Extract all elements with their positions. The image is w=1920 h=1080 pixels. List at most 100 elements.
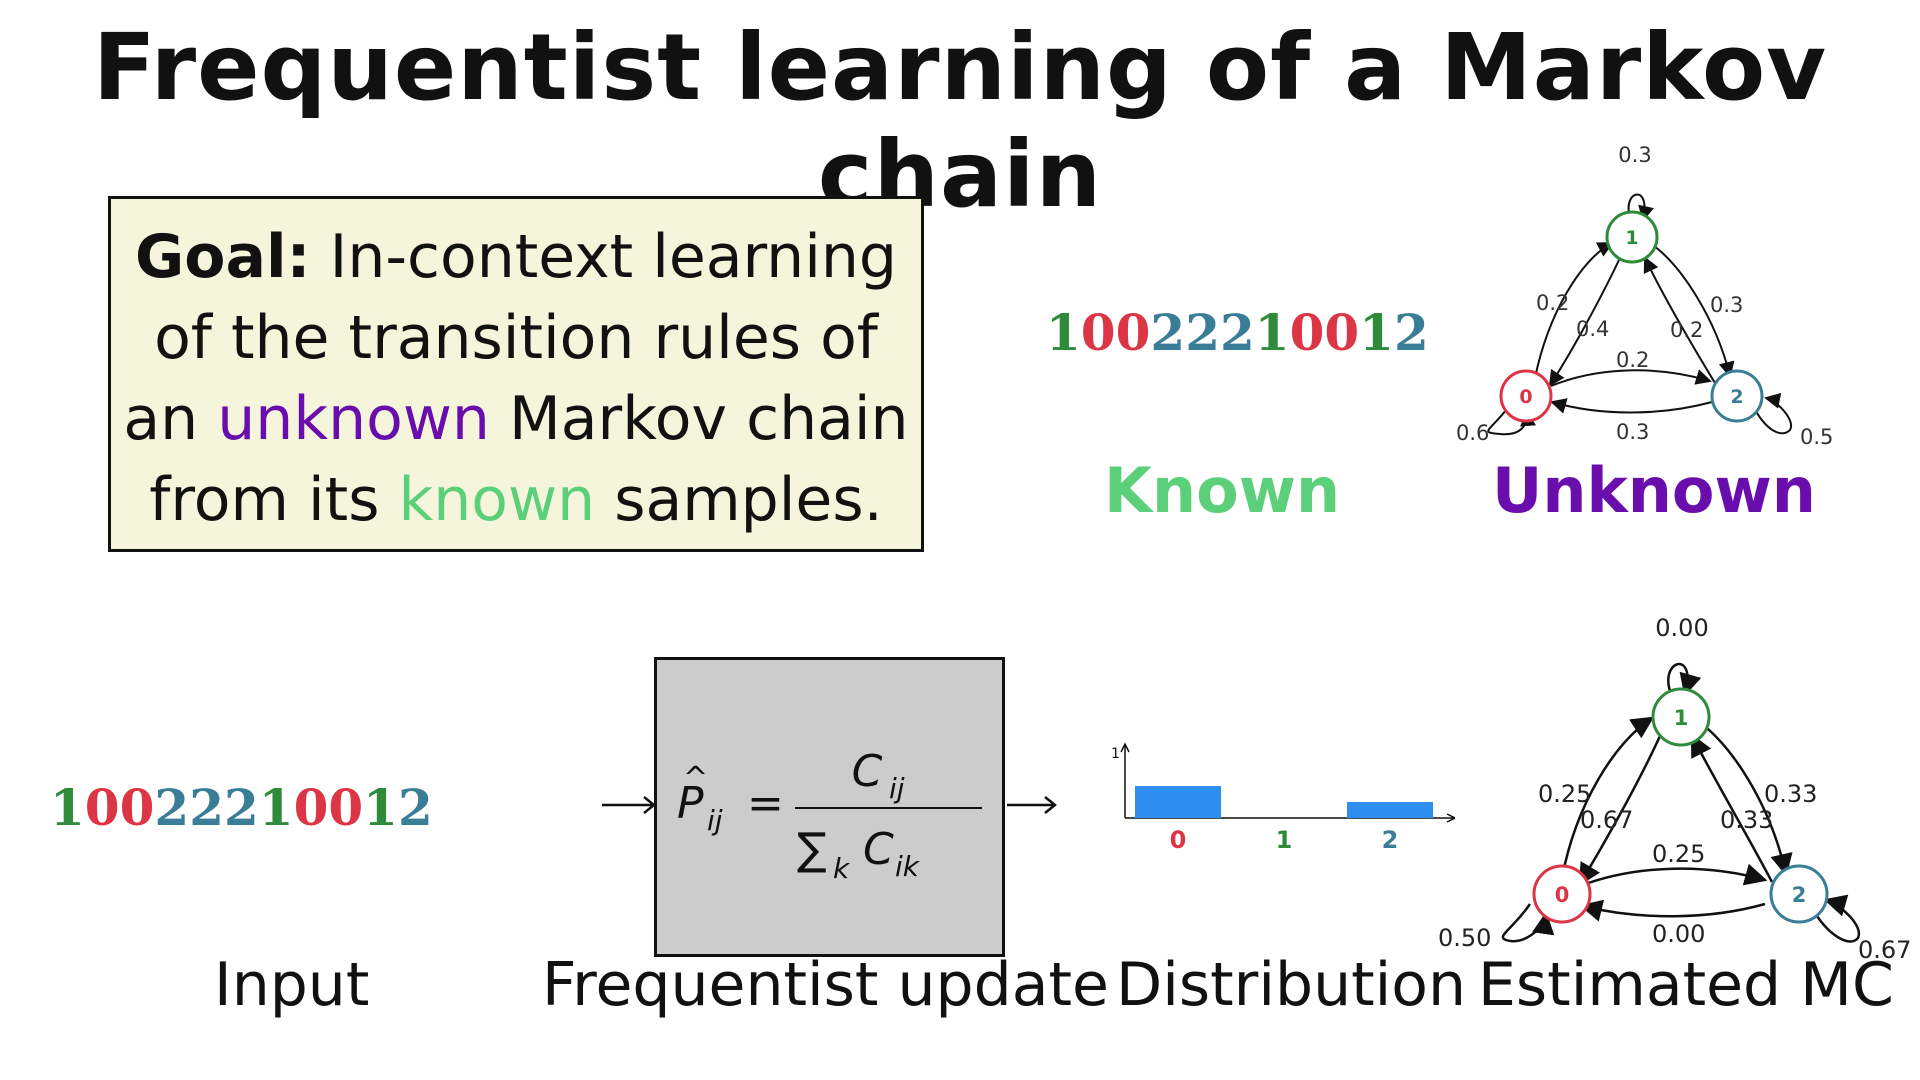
y-axis-arrow (1120, 742, 1130, 753)
edge-2-0 (1550, 398, 1713, 414)
sequence-digit: 0 (84, 778, 120, 837)
known-highlight: known (398, 465, 596, 535)
x-tick-label-1: 1 (1276, 826, 1293, 854)
edge-0-0 (1487, 404, 1536, 436)
goal-box: Goal: In-context learning of the transit… (108, 196, 924, 552)
edge-0-1 (1534, 242, 1614, 379)
est-label-2-1: 0.33 (1720, 806, 1773, 834)
label-0-0: 0.6 (1456, 421, 1489, 445)
formula-denominator: C (863, 824, 894, 875)
node-0-label: 0 (1519, 386, 1532, 408)
sequence-digit: 2 (154, 778, 190, 837)
label-2-1: 0.2 (1670, 318, 1703, 342)
goal-label: Goal: (135, 222, 311, 292)
caption-estimated-mc: Estimated MC (1478, 950, 1894, 1020)
est-edge-2-2 (1810, 894, 1861, 943)
distribution-chart: 1 0 1 2 (1111, 742, 1455, 854)
goal-line-2: of the transition rules of (154, 303, 878, 373)
est-label-2-2: 0.67 (1858, 936, 1911, 964)
sequence-digit: 0 (293, 778, 329, 837)
est-node-0 (1532, 864, 1592, 924)
y-tick-label: 1 (1111, 746, 1120, 762)
goal-line-4-suffix: samples. (595, 465, 883, 535)
update-formula: P ^ ij = C ij ∑ k C ik (677, 746, 982, 885)
node-1 (1605, 210, 1659, 264)
bar-0 (1135, 786, 1221, 818)
label-0-1: 0.2 (1536, 291, 1569, 315)
formula-equals: = (747, 778, 784, 829)
unknown-label: Unknown (1492, 454, 1816, 527)
known-sequence: 10022210012 (1046, 303, 1429, 362)
page-title: Frequentist learning of a Markov chain (92, 14, 1828, 228)
edge-0-2 (1550, 369, 1712, 387)
label-1-0: 0.4 (1576, 317, 1609, 341)
goal-line-1-text: In-context learning (310, 222, 897, 292)
est-edge-2-0 (1579, 899, 1766, 922)
sequence-digit: 2 (189, 778, 224, 837)
known-label: Known (1104, 454, 1341, 527)
est-label-0-0: 0.50 (1438, 924, 1491, 952)
sequence-digit: 1 (1254, 303, 1290, 362)
label-1-2: 0.3 (1710, 293, 1743, 317)
sequence-digit: 0 (1080, 303, 1116, 362)
goal-line-3-prefix: an (123, 384, 218, 454)
label-0-2: 0.2 (1616, 348, 1649, 372)
edge-1-0 (1548, 257, 1621, 387)
est-edge-0-2 (1579, 863, 1768, 888)
sequence-digit: 0 (1324, 303, 1360, 362)
sequence-digit: 0 (1115, 303, 1151, 362)
output-arrow (1007, 796, 1058, 814)
true-markov-chain: 0.3 0.2 0.4 0.3 0.2 0.2 0.3 0.6 0.5 1 0 … (1456, 143, 1833, 449)
goal-line-4-prefix: from its (149, 465, 399, 535)
sequence-digit: 2 (1393, 303, 1429, 362)
est-node-1-label: 1 (1674, 706, 1689, 730)
est-label-1-2: 0.33 (1764, 780, 1817, 808)
input-sequence: 10022210012 (50, 778, 433, 837)
est-label-0-1: 0.25 (1538, 780, 1591, 808)
formula-numerator: C (852, 746, 883, 797)
sequence-digit: 1 (258, 778, 294, 837)
sequence-digit: 2 (1185, 303, 1220, 362)
label-1-1: 0.3 (1618, 143, 1651, 167)
est-edge-0-0 (1501, 903, 1555, 943)
est-label-1-0: 0.67 (1580, 806, 1633, 834)
sequence-digit: 1 (363, 778, 398, 837)
sequence-digit: 0 (119, 778, 155, 837)
est-label-1-1: 0.00 (1655, 614, 1708, 642)
sequence-digit: 2 (1150, 303, 1186, 362)
sequence-digit: 0 (1289, 303, 1325, 362)
formula-numerator-sub: ij (889, 772, 905, 805)
est-edge-1-0 (1578, 735, 1662, 887)
frequentist-update-box: P ^ ij = C ij ∑ k C ik (654, 657, 1005, 957)
est-node-2-label: 2 (1792, 883, 1807, 907)
goal-line-3-suffix: Markov chain (489, 384, 909, 454)
est-edge-0-1 (1560, 716, 1655, 879)
node-1-label: 1 (1625, 227, 1638, 249)
formula-sum-sub: k (833, 852, 851, 885)
sequence-digit: 0 (328, 778, 364, 837)
label-2-2: 0.5 (1800, 425, 1833, 449)
edge-2-2 (1751, 392, 1793, 435)
x-axis-arrow (1446, 813, 1455, 823)
est-node-0-label: 0 (1555, 883, 1570, 907)
sequence-digit: 2 (397, 778, 433, 837)
x-tick-label-2: 2 (1382, 826, 1399, 854)
edge-1-2 (1649, 242, 1735, 378)
formula-lhs: P (677, 778, 704, 829)
formula-lhs-sub: ij (707, 804, 723, 837)
node-0 (1499, 369, 1553, 423)
est-label-2-0: 0.00 (1652, 920, 1705, 948)
x-tick-label-0: 0 (1170, 826, 1187, 854)
estimated-markov-chain: 0.00 0.25 0.67 0.33 0.33 0.25 0.00 0.50 … (1438, 614, 1911, 964)
est-node-1 (1651, 687, 1711, 747)
formula-sum: ∑ (797, 824, 827, 875)
est-node-2 (1769, 864, 1829, 924)
unknown-highlight: unknown (217, 384, 490, 454)
formula-hat: ^ (683, 761, 708, 796)
sequence-digit: 1 (1046, 303, 1081, 362)
est-edge-1-1 (1667, 662, 1702, 697)
caption-distribution: Distribution (1116, 950, 1467, 1020)
node-2-label: 2 (1730, 386, 1743, 408)
bar-2 (1347, 802, 1433, 818)
sequence-digit: 2 (223, 778, 259, 837)
